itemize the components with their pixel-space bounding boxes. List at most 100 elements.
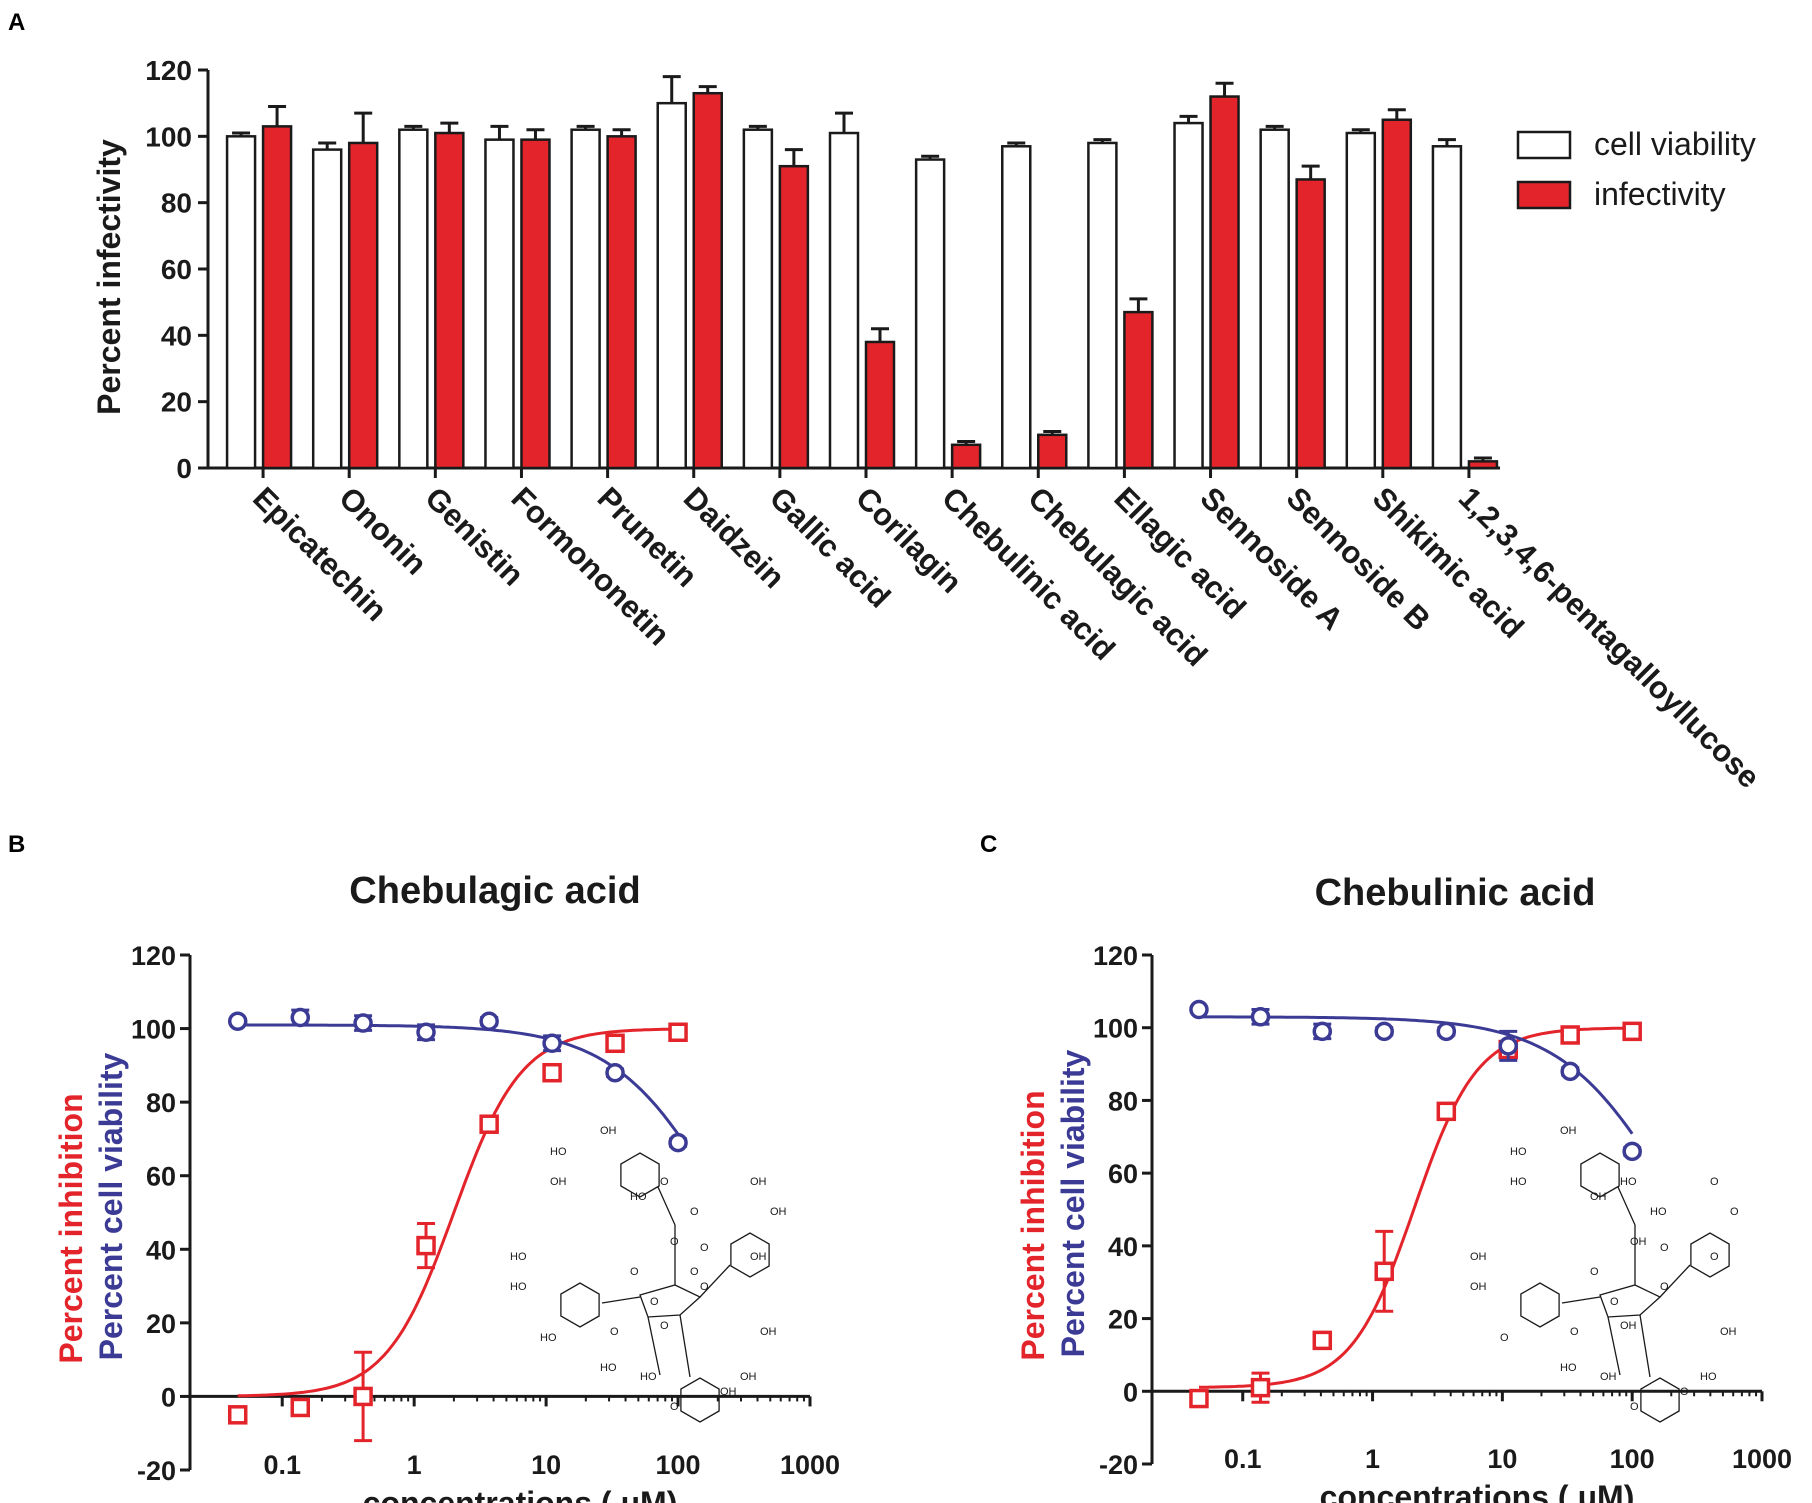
y-tick-label: 0	[176, 453, 192, 484]
x-tick-label: 0.1	[1224, 1444, 1262, 1474]
atom-label: HO	[600, 1362, 617, 1374]
y-axis-label-viability: Percent cell viability	[93, 1052, 129, 1360]
dose-response-panel-c: Chebulinic acid -20 0 20 40 60 80 100 120 0.1 1 10 1…	[1015, 872, 1792, 1503]
atom-label: OH	[1470, 1281, 1487, 1293]
atom-label: O	[1710, 1176, 1719, 1188]
ring	[560, 1282, 600, 1328]
x-tick-label: 10	[531, 1450, 561, 1480]
bar-infectivity	[1467, 460, 1499, 470]
data-point-inhibition	[227, 1405, 248, 1425]
y-tick-label: 80	[146, 1088, 176, 1118]
atom-label: HO	[510, 1251, 527, 1263]
atom-label: OH	[770, 1206, 787, 1218]
y-tick-label: 100	[1093, 1014, 1138, 1044]
bar-cell-viability	[914, 158, 946, 470]
data-point-viability	[290, 1007, 311, 1028]
atom-label: HO	[1620, 1176, 1637, 1188]
atom-label: O	[660, 1320, 669, 1332]
legend-swatch-cell-viability	[1516, 130, 1572, 160]
atom-label: O	[1660, 1242, 1669, 1254]
bar-cell-viability	[1345, 131, 1377, 470]
data-point-inhibition	[353, 1386, 373, 1407]
data-point-inhibition	[1374, 1261, 1394, 1282]
atom-label: O	[690, 1206, 699, 1218]
atom-label: OH	[1600, 1371, 1617, 1383]
atom-label: HO	[1700, 1371, 1717, 1383]
legend-swatch-infectivity	[1516, 180, 1572, 210]
data-point-viability	[227, 1011, 248, 1031]
data-point-viability	[605, 1062, 625, 1083]
atom-label: OH	[720, 1386, 737, 1398]
y-tick-label: 20	[146, 1309, 176, 1339]
atom-label: HO	[1510, 1146, 1527, 1158]
atom-label: O	[630, 1266, 639, 1278]
bar-infectivity	[864, 340, 896, 470]
legend-label-cell-viability: cell viability	[1594, 126, 1756, 162]
y-axis-label-inhibition: Percent inhibition	[53, 1093, 89, 1363]
data-point-viability	[416, 1022, 436, 1042]
panel-letter-a: A	[8, 9, 25, 36]
bond	[1617, 1186, 1636, 1226]
sugar-ring	[1599, 1284, 1662, 1318]
y-tick-label: 40	[161, 320, 192, 351]
x-tick-label: 1	[407, 1450, 422, 1480]
atom-label: HO	[1650, 1206, 1667, 1218]
y-tick-label: 120	[145, 55, 192, 86]
bar-infectivity	[520, 138, 551, 470]
atom-label: OH	[1470, 1251, 1487, 1263]
atom-label: O	[700, 1281, 709, 1293]
y-tick-label: 40	[146, 1235, 176, 1265]
legend-label-infectivity: infectivity	[1594, 176, 1726, 212]
data-point-inhibition	[542, 1062, 562, 1083]
bar-infectivity	[1381, 118, 1413, 470]
ring	[730, 1232, 770, 1278]
ring	[1520, 1282, 1560, 1328]
ring	[1690, 1232, 1730, 1278]
data-point-inhibition	[1622, 1021, 1642, 1042]
data-point-viability	[1436, 1021, 1457, 1042]
atom-label: OH	[760, 1326, 777, 1338]
atom-label: OH	[1560, 1125, 1577, 1137]
bond	[1659, 1264, 1691, 1298]
y-tick-label: 40	[1108, 1232, 1138, 1262]
x-tick-label: 100	[656, 1450, 701, 1480]
atom-label: O	[1710, 1251, 1719, 1263]
data-point-viability	[1498, 1036, 1519, 1056]
data-point-viability	[479, 1011, 499, 1031]
y-tick-label: 0	[1123, 1377, 1138, 1407]
atom-label: OH	[740, 1371, 757, 1383]
atom-label: OH	[1720, 1326, 1737, 1338]
atom-label: O	[1730, 1206, 1739, 1218]
atom-label: HO	[630, 1191, 647, 1203]
bar-cell-viability	[1259, 128, 1290, 470]
atom-label: O	[610, 1326, 619, 1338]
atom-label: HO	[640, 1371, 657, 1383]
ring	[1640, 1377, 1680, 1423]
bar-cell-viability	[828, 131, 860, 470]
atom-label: OH	[600, 1125, 617, 1137]
bond	[601, 1296, 641, 1304]
atom-label: HO	[510, 1281, 527, 1293]
data-point-inhibition	[1560, 1025, 1580, 1045]
atom-label: OH	[1620, 1320, 1637, 1332]
data-point-inhibition	[1436, 1101, 1457, 1122]
x-tick-label: 100	[1610, 1444, 1655, 1474]
data-point-viability	[668, 1132, 688, 1153]
panel-letter-c: C	[980, 831, 997, 858]
data-point-viability	[542, 1033, 562, 1054]
x-tick-label: 1	[1365, 1444, 1380, 1474]
atom-label: O	[670, 1401, 679, 1413]
atom-label: O	[660, 1176, 669, 1188]
data-point-viability	[1374, 1021, 1394, 1042]
data-point-inhibition	[1189, 1388, 1209, 1409]
y-axis-label: Percent infectivity	[91, 139, 127, 415]
data-point-viability	[353, 1013, 373, 1033]
atom-label: O	[700, 1242, 709, 1254]
bar-cell-viability	[398, 128, 429, 470]
y-tick-label: 20	[1108, 1305, 1138, 1335]
y-axis-label-inhibition: Percent inhibition	[1015, 1090, 1051, 1360]
data-point-inhibition	[416, 1235, 436, 1256]
